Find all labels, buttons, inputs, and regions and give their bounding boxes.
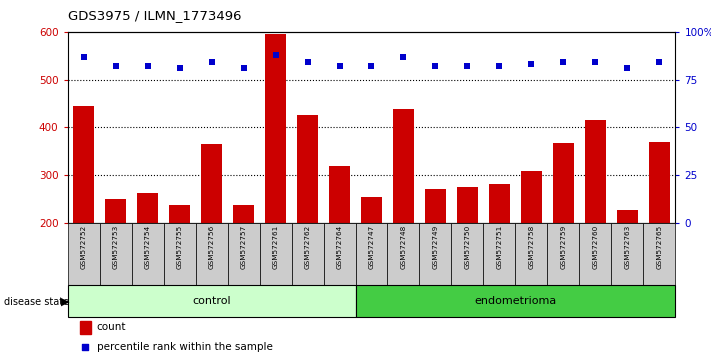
Bar [201,144,222,223]
Text: count: count [97,322,127,332]
Text: ▶: ▶ [61,297,70,307]
Bar [297,115,318,223]
Point [301,59,313,65]
Bar [483,223,515,285]
Text: GSM572763: GSM572763 [624,225,631,269]
Bar [73,106,94,223]
Bar [643,223,675,285]
Point [429,63,441,69]
Bar [553,143,574,223]
Bar [649,142,670,223]
Text: GSM572762: GSM572762 [304,225,311,269]
Bar [356,223,387,285]
Bar [393,109,414,223]
Point [590,59,602,65]
Point [237,65,249,71]
Text: GSM572751: GSM572751 [496,225,503,269]
Bar [329,166,350,223]
Bar [196,223,228,285]
Bar [260,223,292,285]
Point [493,63,505,69]
Text: control: control [192,296,231,306]
Text: disease state: disease state [4,297,69,307]
Text: GSM572758: GSM572758 [528,225,535,269]
Bar [451,223,483,285]
Text: GSM572756: GSM572756 [208,225,215,269]
Point [109,63,121,69]
Bar [265,34,286,223]
Bar [137,193,158,223]
Bar [105,199,126,223]
Text: GSM572749: GSM572749 [432,225,439,269]
Bar [164,223,196,285]
Bar [169,205,190,223]
Point [78,54,90,59]
Point [398,54,410,59]
Bar [356,285,675,317]
Text: GSM572764: GSM572764 [336,225,343,269]
Text: GSM572747: GSM572747 [368,225,375,269]
Bar [579,223,611,285]
Bar [100,223,132,285]
Bar [547,223,579,285]
Bar [387,223,419,285]
Bar [292,223,324,285]
Point [654,59,665,65]
Text: GDS3975 / ILMN_1773496: GDS3975 / ILMN_1773496 [68,9,241,22]
Text: GSM572765: GSM572765 [656,225,663,269]
Text: GSM572759: GSM572759 [560,225,567,269]
Bar [419,223,451,285]
Point [270,52,282,58]
Text: GSM572753: GSM572753 [112,225,119,269]
Bar [515,223,547,285]
Text: GSM572761: GSM572761 [272,225,279,269]
Point [557,59,569,65]
Text: GSM572760: GSM572760 [592,225,599,269]
Bar [425,189,446,223]
Bar [68,223,100,285]
Point [621,65,633,71]
Bar [457,187,478,223]
Text: percentile rank within the sample: percentile rank within the sample [97,342,272,352]
Bar [233,205,254,223]
Bar [585,120,606,223]
Bar [228,223,260,285]
Point [462,63,474,69]
Point [334,63,346,69]
Bar [521,171,542,223]
Point [206,59,218,65]
Text: GSM572754: GSM572754 [144,225,151,269]
Bar [489,184,510,223]
Text: GSM572748: GSM572748 [400,225,407,269]
Point [365,63,377,69]
Text: GSM572755: GSM572755 [176,225,183,269]
Bar [617,210,638,223]
Bar [324,223,356,285]
Bar [80,321,90,333]
Point [525,62,538,67]
Point [141,63,154,69]
Bar [361,197,382,223]
Bar [132,223,164,285]
Bar [68,285,356,317]
Point [80,344,91,350]
Text: GSM572750: GSM572750 [464,225,471,269]
Text: endometrioma: endometrioma [474,296,557,306]
Point [173,65,185,71]
Bar [611,223,643,285]
Text: GSM572752: GSM572752 [80,225,87,269]
Text: GSM572757: GSM572757 [240,225,247,269]
